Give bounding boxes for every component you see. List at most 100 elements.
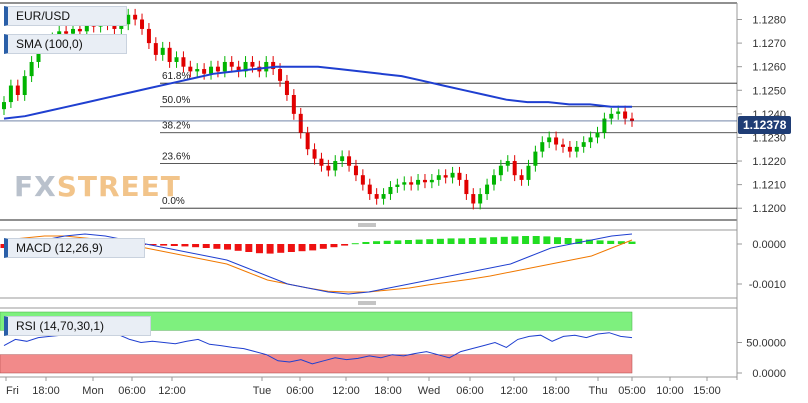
macd-histogram-bar-positive [543, 236, 551, 244]
candle-up [36, 47, 41, 62]
legend-sma-label: SMA (100,0) [16, 37, 83, 51]
candle-up [485, 184, 490, 195]
candle-down [188, 66, 193, 72]
macd-histogram-bar-negative [309, 244, 317, 251]
price-y-tick-label: 1.1220 [752, 156, 786, 168]
candle-down [623, 111, 628, 119]
candle-down [112, 24, 117, 29]
macd-histogram-bar-negative [255, 244, 263, 254]
macd-y-tick-label: -0.0010 [749, 279, 786, 291]
candle-up [264, 61, 269, 72]
candle-up [388, 186, 393, 195]
macd-histogram-bar-negative [330, 244, 338, 248]
candle-up [333, 161, 338, 171]
candle-up [222, 61, 227, 72]
last-price-value: 1.12378 [743, 118, 787, 132]
candle-down [326, 165, 331, 171]
price-y-tick-label: 1.1230 [752, 132, 786, 144]
price-y-tick-label: 1.1260 [752, 62, 786, 74]
macd-histogram-bar-positive [575, 238, 583, 244]
fib-level-label: 38.2% [162, 121, 190, 132]
x-tick-label: 18:00 [374, 385, 402, 397]
macd-histogram-bar-negative [287, 244, 295, 252]
candle-up [195, 69, 200, 72]
candle-down [422, 179, 427, 183]
rsi-overbought-band [0, 311, 633, 331]
candle-up [402, 182, 407, 185]
candle-up [126, 14, 131, 25]
candle-down [15, 85, 20, 95]
candle-up [8, 85, 13, 103]
fib-level-label: 50.0% [162, 95, 190, 106]
candle-up [595, 132, 600, 138]
candle-up [581, 142, 586, 147]
x-tick-label: Thu [589, 385, 608, 397]
legend-instrument[interactable]: EUR/USD [4, 6, 127, 26]
candle-down [278, 69, 283, 81]
candle-up [505, 161, 510, 166]
candle-down [181, 57, 186, 67]
candle-up [540, 142, 545, 152]
candle-down [250, 61, 255, 67]
candle-down [215, 66, 220, 72]
candle-down [464, 179, 469, 195]
x-tick-label: 12:00 [158, 385, 186, 397]
legend-rsi[interactable]: RSI (14,70,30,1) [4, 316, 151, 336]
macd-histogram-bar-positive [553, 237, 561, 244]
candle-up [609, 113, 614, 119]
macd-histogram-bar-negative [234, 244, 242, 251]
macd-histogram-bar-negative [277, 244, 285, 253]
candle-down [229, 61, 234, 67]
macd-histogram-bar-positive [617, 241, 625, 244]
candle-down [236, 66, 241, 72]
macd-histogram-bar-positive [383, 240, 391, 244]
macd-histogram-bar-negative [192, 244, 200, 248]
candle-up [395, 184, 400, 187]
macd-histogram-bar-negative [202, 244, 210, 248]
candle-up [22, 76, 27, 95]
macd-histogram-bar-negative [245, 244, 253, 252]
candle-up [416, 179, 421, 185]
x-tick-label: 06:00 [118, 385, 146, 397]
candle-down [312, 149, 317, 159]
rsi-y-tick-label: 50.0000 [746, 338, 786, 350]
candle-down [140, 19, 145, 29]
candle-down [353, 165, 358, 176]
macd-y-tick-label: 0.0000 [752, 239, 786, 251]
x-tick-label: 15:00 [693, 385, 721, 397]
candle-up [340, 156, 345, 162]
candle-down [291, 94, 296, 114]
macd-histogram-bar-positive [585, 239, 593, 244]
legend-sma[interactable]: SMA (100,0) [4, 34, 127, 54]
candle-up [174, 57, 179, 62]
price-y-tick-label: 1.1280 [752, 15, 786, 27]
legend-macd[interactable]: MACD (12,26,9) [4, 238, 145, 258]
candle-down [409, 182, 414, 185]
candle-down [443, 175, 448, 178]
x-tick-label: 10:00 [656, 385, 684, 397]
macd-histogram-bar-positive [404, 240, 412, 244]
candle-down [146, 28, 151, 44]
macd-line [3, 233, 633, 295]
candle-down [64, 31, 69, 34]
price-y-tick-label: 1.1200 [752, 203, 786, 215]
macd-histogram-bar-positive [479, 237, 487, 244]
price-y-tick-label: 1.1250 [752, 85, 786, 97]
macd-histogram-bar-positive [373, 241, 381, 244]
candle-down [560, 144, 565, 147]
macd-histogram-bar-negative [319, 244, 327, 249]
candle-down [512, 161, 517, 176]
macd-histogram-bar-positive [511, 236, 519, 244]
fxstreet-watermark: FXSTREET [14, 170, 181, 203]
macd-histogram-bar-negative [266, 244, 274, 254]
macd-histogram-bar-negative [224, 244, 232, 250]
candle-down [202, 69, 207, 74]
candle-up [429, 179, 434, 183]
macd-histogram-bar-positive [426, 239, 434, 244]
x-tick-label: 18:00 [542, 385, 570, 397]
candle-down [319, 158, 324, 166]
macd-histogram-bar-positive [522, 236, 530, 244]
macd-histogram-bar-positive [458, 238, 466, 244]
candle-down [167, 47, 172, 62]
candle-up [616, 111, 621, 114]
